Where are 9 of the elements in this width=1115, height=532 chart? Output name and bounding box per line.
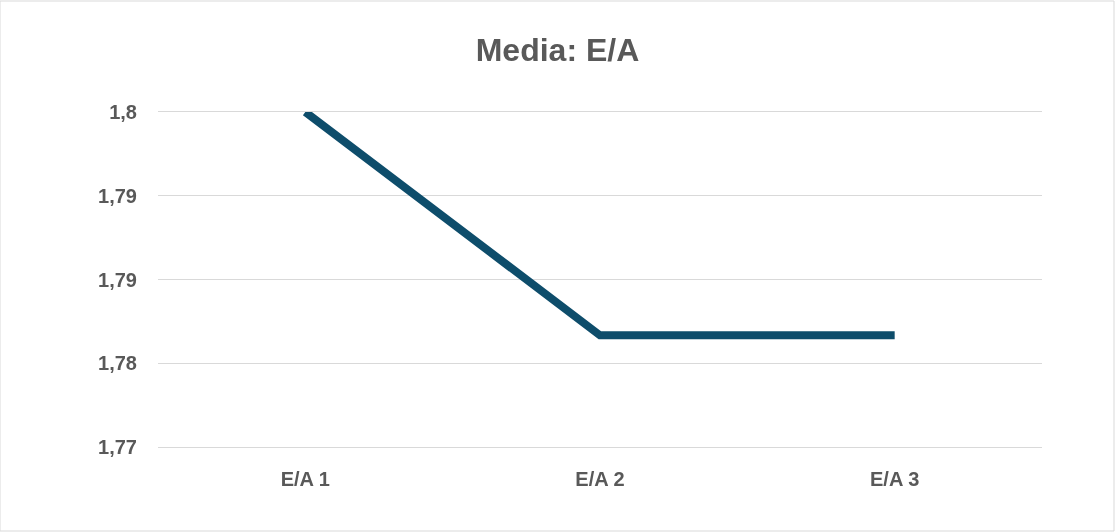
y-tick-label: 1,78 bbox=[98, 352, 137, 375]
y-tick-label: 1,8 bbox=[109, 101, 137, 123]
x-tick-label: E/A 1 bbox=[280, 468, 330, 490]
x-tick-label: E/A 3 bbox=[870, 468, 920, 490]
y-tick-label: 1,79 bbox=[98, 268, 137, 291]
x-tick-label: E/A 2 bbox=[575, 468, 625, 490]
y-tick-label: 1,77 bbox=[98, 436, 137, 458]
chart-title: Media: E/A bbox=[475, 32, 640, 69]
y-tick-label: 1,79 bbox=[98, 184, 137, 207]
